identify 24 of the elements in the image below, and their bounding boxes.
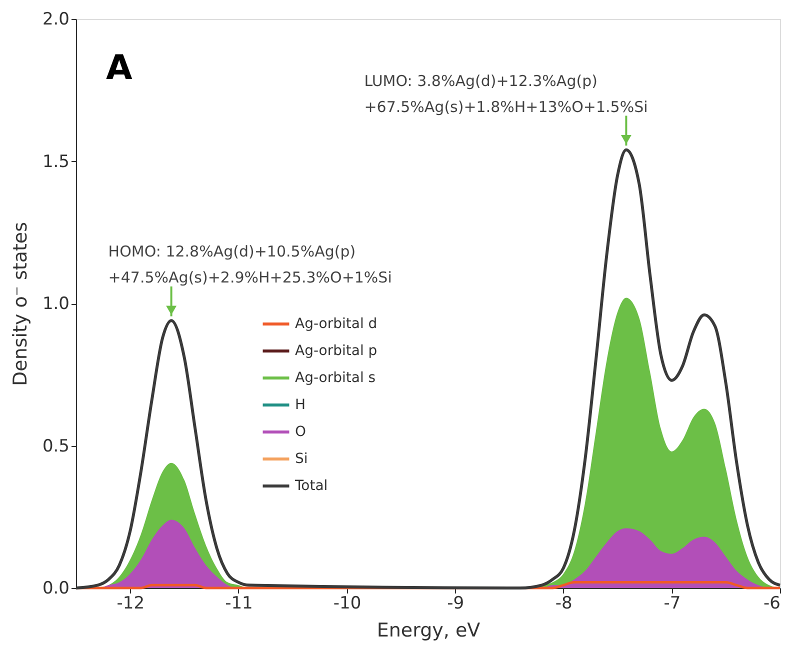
y-tick-label: 0.0 xyxy=(42,578,70,598)
x-tick-label: -8 xyxy=(555,594,572,614)
x-tick-label: -10 xyxy=(333,594,362,614)
y-tick-label: 2.0 xyxy=(42,10,70,30)
legend-label: Ag-orbital p xyxy=(295,343,378,359)
y-tick-label: 1.0 xyxy=(42,294,70,314)
annotation: HOMO: 12.8%Ag(d)+10.5%Ag(p) +47.5%Ag(s)+2.9%H+25.3%O+1%Si xyxy=(108,242,392,287)
legend-label: Ag-orbital s xyxy=(295,370,376,386)
y-axis-title: Density o⁻ states xyxy=(9,222,32,386)
legend-label: Si xyxy=(295,451,308,467)
x-tick-label: -6 xyxy=(764,594,780,614)
legend-label: H xyxy=(295,397,306,413)
legend-label: O xyxy=(295,424,306,440)
y-tick-label: 1.5 xyxy=(42,152,70,172)
x-tick-label: -12 xyxy=(116,594,145,614)
x-axis-title: Energy, eV xyxy=(376,620,480,642)
x-tick-label: -7 xyxy=(664,594,681,614)
annotation: A xyxy=(106,48,133,88)
legend-label: Total xyxy=(294,478,328,494)
legend-label: Ag-orbital d xyxy=(295,316,378,332)
x-tick-label: -9 xyxy=(447,594,464,614)
x-tick-label: -11 xyxy=(225,594,253,614)
annotation: LUMO: 3.8%Ag(d)+12.3%Ag(p) +67.5%Ag(s)+1.8%H+13%O+1.5%Si xyxy=(364,72,648,116)
y-tick-label: 0.5 xyxy=(42,436,70,456)
